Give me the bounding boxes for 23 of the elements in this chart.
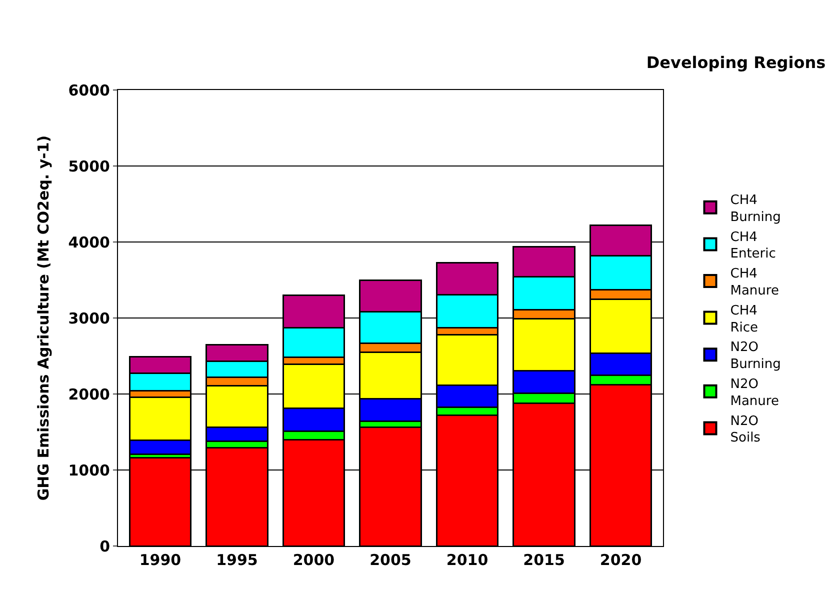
x-tick-label: 2015: [523, 551, 565, 569]
y-tick-label: 1000: [68, 461, 110, 480]
y-tick-label: 6000: [68, 81, 110, 100]
y-tick-label: 4000: [68, 233, 110, 252]
x-tick-label: 1990: [139, 551, 182, 569]
legend-label: CH4 Rice: [730, 303, 758, 336]
x-tick-label: 1995: [216, 551, 258, 569]
y-tick-label: 3000: [68, 309, 110, 328]
x-tick-label: 2005: [370, 551, 412, 569]
legend-label: N2O Burning: [730, 340, 781, 372]
legend-label: N2O Manure: [730, 377, 779, 409]
legend-label: CH4 Manure: [730, 266, 779, 299]
y-tick-label: 2000: [68, 385, 110, 404]
x-tick-label: 2010: [446, 551, 488, 569]
x-tick-label: 2020: [600, 551, 642, 569]
legend-label: N2O Soils: [730, 414, 761, 446]
legend-label: CH4 Enteric: [730, 230, 776, 262]
x-tick-label: 2000: [292, 551, 335, 569]
legend-label: CH4 Burning: [730, 193, 781, 225]
text: Developing Regions: [646, 53, 826, 72]
y-tick-label: 0: [100, 537, 110, 556]
y-tick-label: 5000: [68, 157, 110, 176]
y-axis-title: GHG Emissions Agriculture (Mt CO2eq. y-1): [34, 135, 52, 501]
